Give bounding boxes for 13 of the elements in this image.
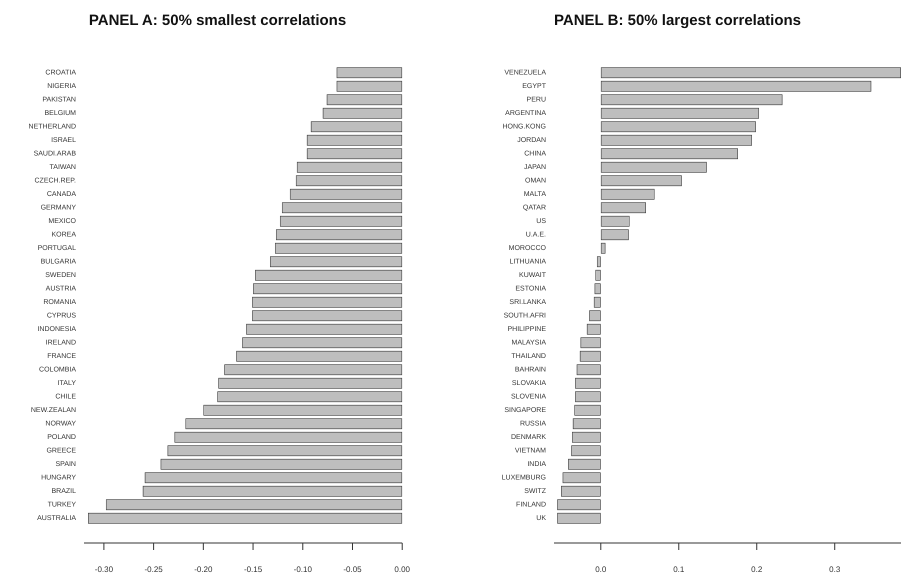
x-tick-label: -0.15 xyxy=(244,565,263,574)
x-tick-label: 0.3 xyxy=(829,565,841,574)
x-tick-label: -0.10 xyxy=(294,565,312,574)
x-tick-label: -0.05 xyxy=(343,565,362,574)
x-tick-label: -0.30 xyxy=(94,565,114,574)
x-tick-label: 0.0 xyxy=(595,565,607,574)
x-tick-label: -0.20 xyxy=(194,565,213,574)
x-tick-label: 0.2 xyxy=(751,565,763,574)
chart-title: PANEL A: 50% smallest correlations xyxy=(88,12,346,30)
chart-title: PANEL B: 50% largest correlations xyxy=(554,12,802,30)
x-tick-label: 0.00 xyxy=(394,565,411,574)
x-tick-label: 0.1 xyxy=(673,565,685,574)
x-tick-label: -0.25 xyxy=(144,565,164,574)
